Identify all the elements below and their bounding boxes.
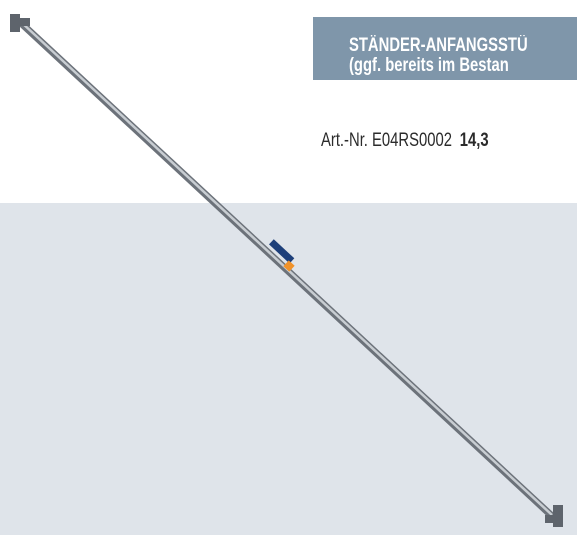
page: STÄNDER-ANFANGSSTÜ (ggf. bereits im Best… [0,0,577,535]
product-image [0,0,577,535]
